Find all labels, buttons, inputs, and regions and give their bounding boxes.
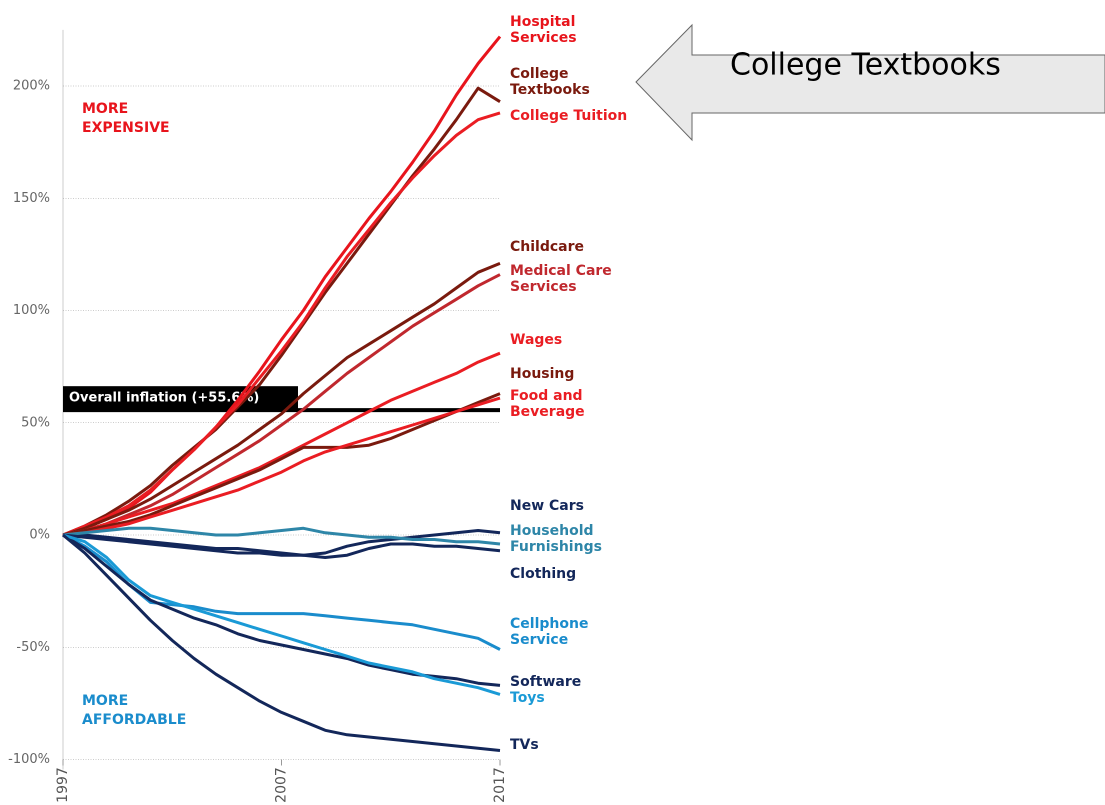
y-tick-label: 200%	[13, 79, 50, 94]
annotation: MORE EXPENSIVE	[82, 101, 170, 136]
y-tick-label: 100%	[13, 303, 50, 318]
series-line	[62, 396, 501, 537]
series-label: Hospital Services	[510, 14, 577, 46]
y-tick-label: 50%	[21, 415, 50, 430]
series-line	[62, 111, 501, 537]
y-tick-label: -50%	[16, 640, 50, 655]
inflation-box	[63, 386, 298, 411]
series-line	[62, 526, 501, 546]
series-line	[62, 35, 502, 537]
series-label: New Cars	[510, 498, 584, 514]
series-label: Toys	[510, 690, 545, 706]
series-line	[62, 273, 501, 537]
y-tick-label: 150%	[13, 191, 50, 206]
series-label: Housing	[510, 366, 575, 382]
x-tick-label: 2017	[492, 767, 508, 803]
series-label: Wages	[510, 332, 563, 348]
series-label: Childcare	[510, 239, 585, 255]
series-line	[62, 533, 501, 687]
series-label: College Textbooks	[510, 66, 590, 98]
y-tick-label: -100%	[8, 752, 50, 767]
callout-text: College Textbooks	[730, 48, 1001, 83]
x-tick-label: 2007	[274, 767, 290, 803]
inflation-label: Overall inflation (+55.6%)	[69, 391, 259, 406]
series-label: Clothing	[510, 566, 577, 582]
series-label: College Tuition	[510, 108, 628, 124]
series-line	[63, 529, 501, 557]
x-tick-label: 1997	[55, 767, 71, 803]
annotation: MORE AFFORDABLE	[82, 693, 187, 728]
series-label: Software	[510, 674, 582, 690]
series-line	[62, 533, 501, 696]
series-line	[62, 351, 501, 537]
series-line	[62, 262, 501, 537]
series-label: Medical Care Services	[510, 263, 612, 295]
series-label: TVs	[510, 737, 539, 753]
callout-arrow	[635, 23, 1105, 142]
y-tick-label: 0%	[29, 528, 50, 543]
series-line	[62, 392, 501, 537]
series-line	[62, 86, 501, 537]
series-label: Household Furnishings	[510, 523, 602, 555]
series-line	[62, 533, 501, 752]
series-label: Cellphone Service	[510, 616, 589, 648]
series-label: Food and Beverage	[510, 388, 585, 420]
series-line	[62, 533, 501, 559]
